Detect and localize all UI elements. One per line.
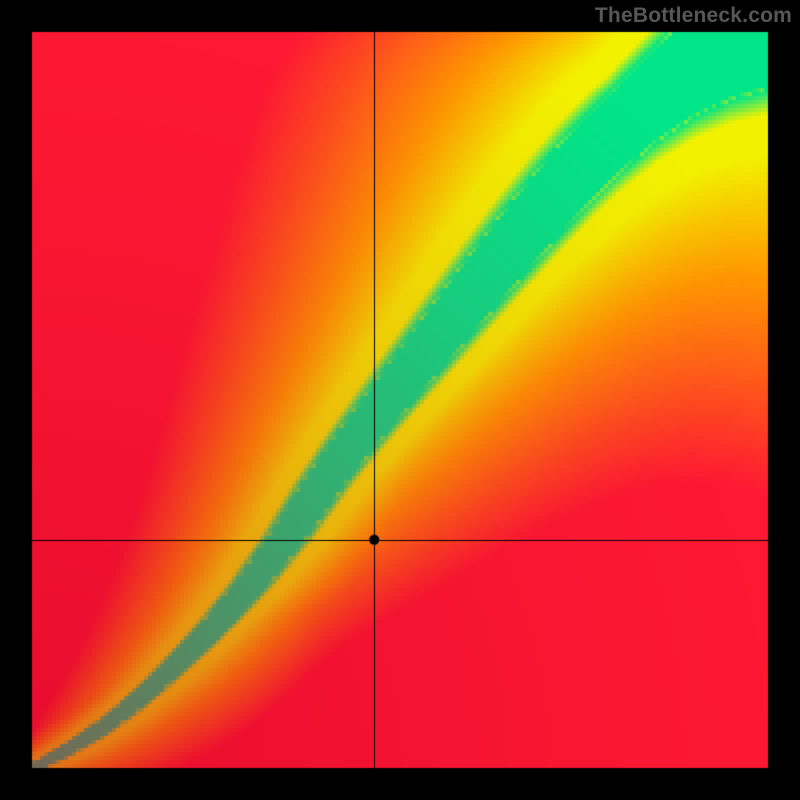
bottleneck-heatmap — [0, 0, 800, 800]
watermark-text: TheBottleneck.com — [595, 4, 792, 28]
